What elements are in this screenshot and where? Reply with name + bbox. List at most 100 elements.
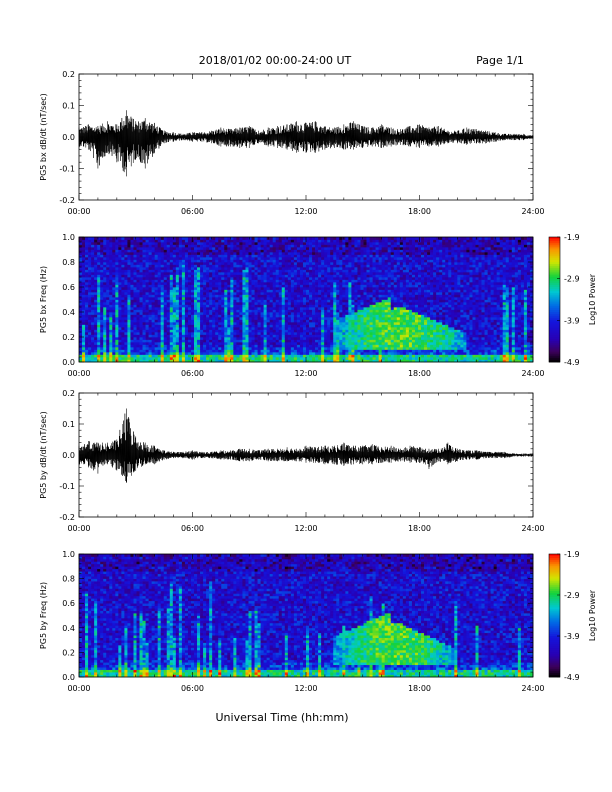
heatmap-cell (115, 340, 118, 343)
heatmap-cell (88, 265, 91, 268)
heatmap-cell (143, 320, 146, 323)
heatmap-cell (294, 277, 297, 280)
heatmap-cell (242, 297, 245, 300)
heatmap-cell (185, 245, 188, 248)
heatmap-cell (351, 255, 354, 258)
heatmap-cell (82, 325, 85, 328)
heatmap-cell (191, 297, 194, 300)
heatmap-cell (203, 307, 206, 310)
heatmap-cell (164, 325, 167, 328)
heatmap-cell (164, 247, 167, 250)
heatmap-cell (309, 307, 312, 310)
heatmap-cell (167, 350, 170, 353)
heatmap-cell (97, 350, 100, 353)
heatmap-cell (194, 335, 197, 338)
heatmap-cell (360, 292, 363, 295)
heatmap-cell (258, 337, 261, 340)
heatmap-cell (294, 272, 297, 275)
heatmap-cell (370, 292, 373, 295)
heatmap-cell (242, 287, 245, 290)
heatmap-cell (294, 237, 297, 240)
heatmap-cell (297, 237, 300, 240)
heatmap-cell (258, 342, 261, 345)
heatmap-cell (236, 322, 239, 325)
heatmap-cell (200, 252, 203, 255)
heatmap-cell (173, 335, 176, 338)
heatmap-cell (106, 265, 109, 268)
heatmap-cell (203, 242, 206, 245)
heatmap-cell (294, 340, 297, 343)
heatmap-cell (252, 312, 255, 315)
heatmap-cell (82, 252, 85, 255)
heatmap-cell (294, 335, 297, 338)
heatmap-cell (188, 287, 191, 290)
heatmap-cell (248, 267, 251, 270)
heatmap-cell (297, 282, 300, 285)
heatmap-cell (143, 357, 146, 360)
heatmap-cell (309, 340, 312, 343)
heatmap-cell (312, 252, 315, 255)
heatmap-cell (179, 342, 182, 345)
heatmap-cell (227, 302, 230, 305)
heatmap-cell (367, 247, 370, 250)
heatmap-cell (267, 285, 270, 288)
heatmap-cell (339, 297, 342, 300)
heatmap-cell (221, 317, 224, 320)
heatmap-cell (109, 240, 112, 243)
heatmap-cell (270, 335, 273, 338)
heatmap-cell (306, 245, 309, 248)
heatmap-cell (173, 290, 176, 293)
heatmap-cell (267, 300, 270, 303)
heatmap-cell (267, 310, 270, 313)
heatmap-cell (182, 277, 185, 280)
heatmap-cell (285, 255, 288, 258)
heatmap-cell (112, 350, 115, 353)
heatmap-cell (345, 270, 348, 273)
heatmap-cell (155, 287, 158, 290)
heatmap-cell (354, 247, 357, 250)
heatmap-cell (236, 252, 239, 255)
heatmap-cell (91, 332, 94, 335)
heatmap-cell (133, 320, 136, 323)
heatmap-cell (294, 270, 297, 273)
heatmap-cell (140, 350, 143, 353)
heatmap-cell (164, 345, 167, 348)
heatmap-cell (170, 307, 173, 310)
heatmap-cell (179, 272, 182, 275)
heatmap-cell (285, 277, 288, 280)
heatmap-cell (270, 302, 273, 305)
y-tick-label: 0.2 (62, 70, 75, 79)
heatmap-cell (321, 322, 324, 325)
heatmap-cell (300, 327, 303, 330)
heatmap-cell (179, 322, 182, 325)
heatmap-cell (333, 325, 336, 328)
heatmap-cell (367, 335, 370, 338)
heatmap-cell (245, 337, 248, 340)
heatmap-cell (212, 250, 215, 253)
heatmap-cell (155, 335, 158, 338)
heatmap-cell (97, 335, 100, 338)
heatmap-cell (321, 317, 324, 320)
heatmap-cell (354, 350, 357, 353)
heatmap-cell (118, 320, 121, 323)
heatmap-cell (173, 330, 176, 333)
heatmap-cell (236, 237, 239, 240)
heatmap-cell (333, 297, 336, 300)
heatmap-cell (267, 292, 270, 295)
heatmap-cell (115, 327, 118, 330)
heatmap-cell (146, 252, 149, 255)
heatmap-cell (85, 262, 88, 265)
heatmap-cell (336, 290, 339, 293)
heatmap-cell (85, 347, 88, 350)
heatmap-cell (85, 267, 88, 270)
heatmap-cell (224, 297, 227, 300)
heatmap-cell (182, 265, 185, 268)
heatmap-cell (173, 265, 176, 268)
heatmap-cell (224, 262, 227, 265)
heatmap-cell (312, 335, 315, 338)
heatmap-cell (188, 350, 191, 353)
heatmap-cell (294, 300, 297, 303)
heatmap-cell (109, 317, 112, 320)
heatmap-cell (185, 310, 188, 313)
heatmap-cell (324, 337, 327, 340)
